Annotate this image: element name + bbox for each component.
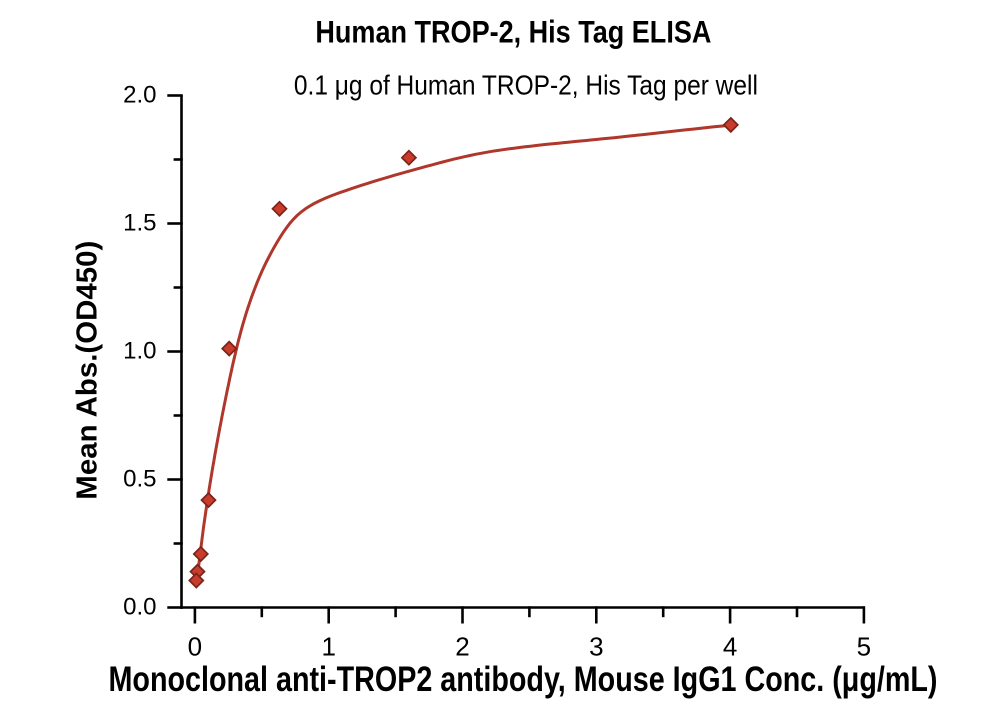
- svg-text:0.0: 0.0: [123, 594, 156, 621]
- svg-text:0.5: 0.5: [123, 466, 156, 493]
- svg-text:Mean Abs.(OD450): Mean Abs.(OD450): [72, 241, 104, 500]
- svg-text:Human TROP-2, His Tag ELISA: Human TROP-2, His Tag ELISA: [315, 13, 711, 49]
- svg-text:0.1 μg of Human TROP-2, His Ta: 0.1 μg of Human TROP-2, His Tag per well: [294, 69, 758, 100]
- svg-text:2: 2: [455, 631, 469, 661]
- svg-text:Monoclonal anti-TROP2 antibody: Monoclonal anti-TROP2 antibody, Mouse Ig…: [109, 660, 938, 699]
- svg-text:1.0: 1.0: [123, 338, 156, 365]
- svg-text:1: 1: [321, 631, 335, 661]
- svg-text:0: 0: [188, 631, 202, 661]
- svg-text:5: 5: [857, 631, 871, 661]
- svg-text:4: 4: [723, 631, 737, 661]
- svg-text:1.5: 1.5: [123, 210, 156, 237]
- svg-text:2.0: 2.0: [123, 82, 156, 109]
- svg-text:3: 3: [589, 631, 603, 661]
